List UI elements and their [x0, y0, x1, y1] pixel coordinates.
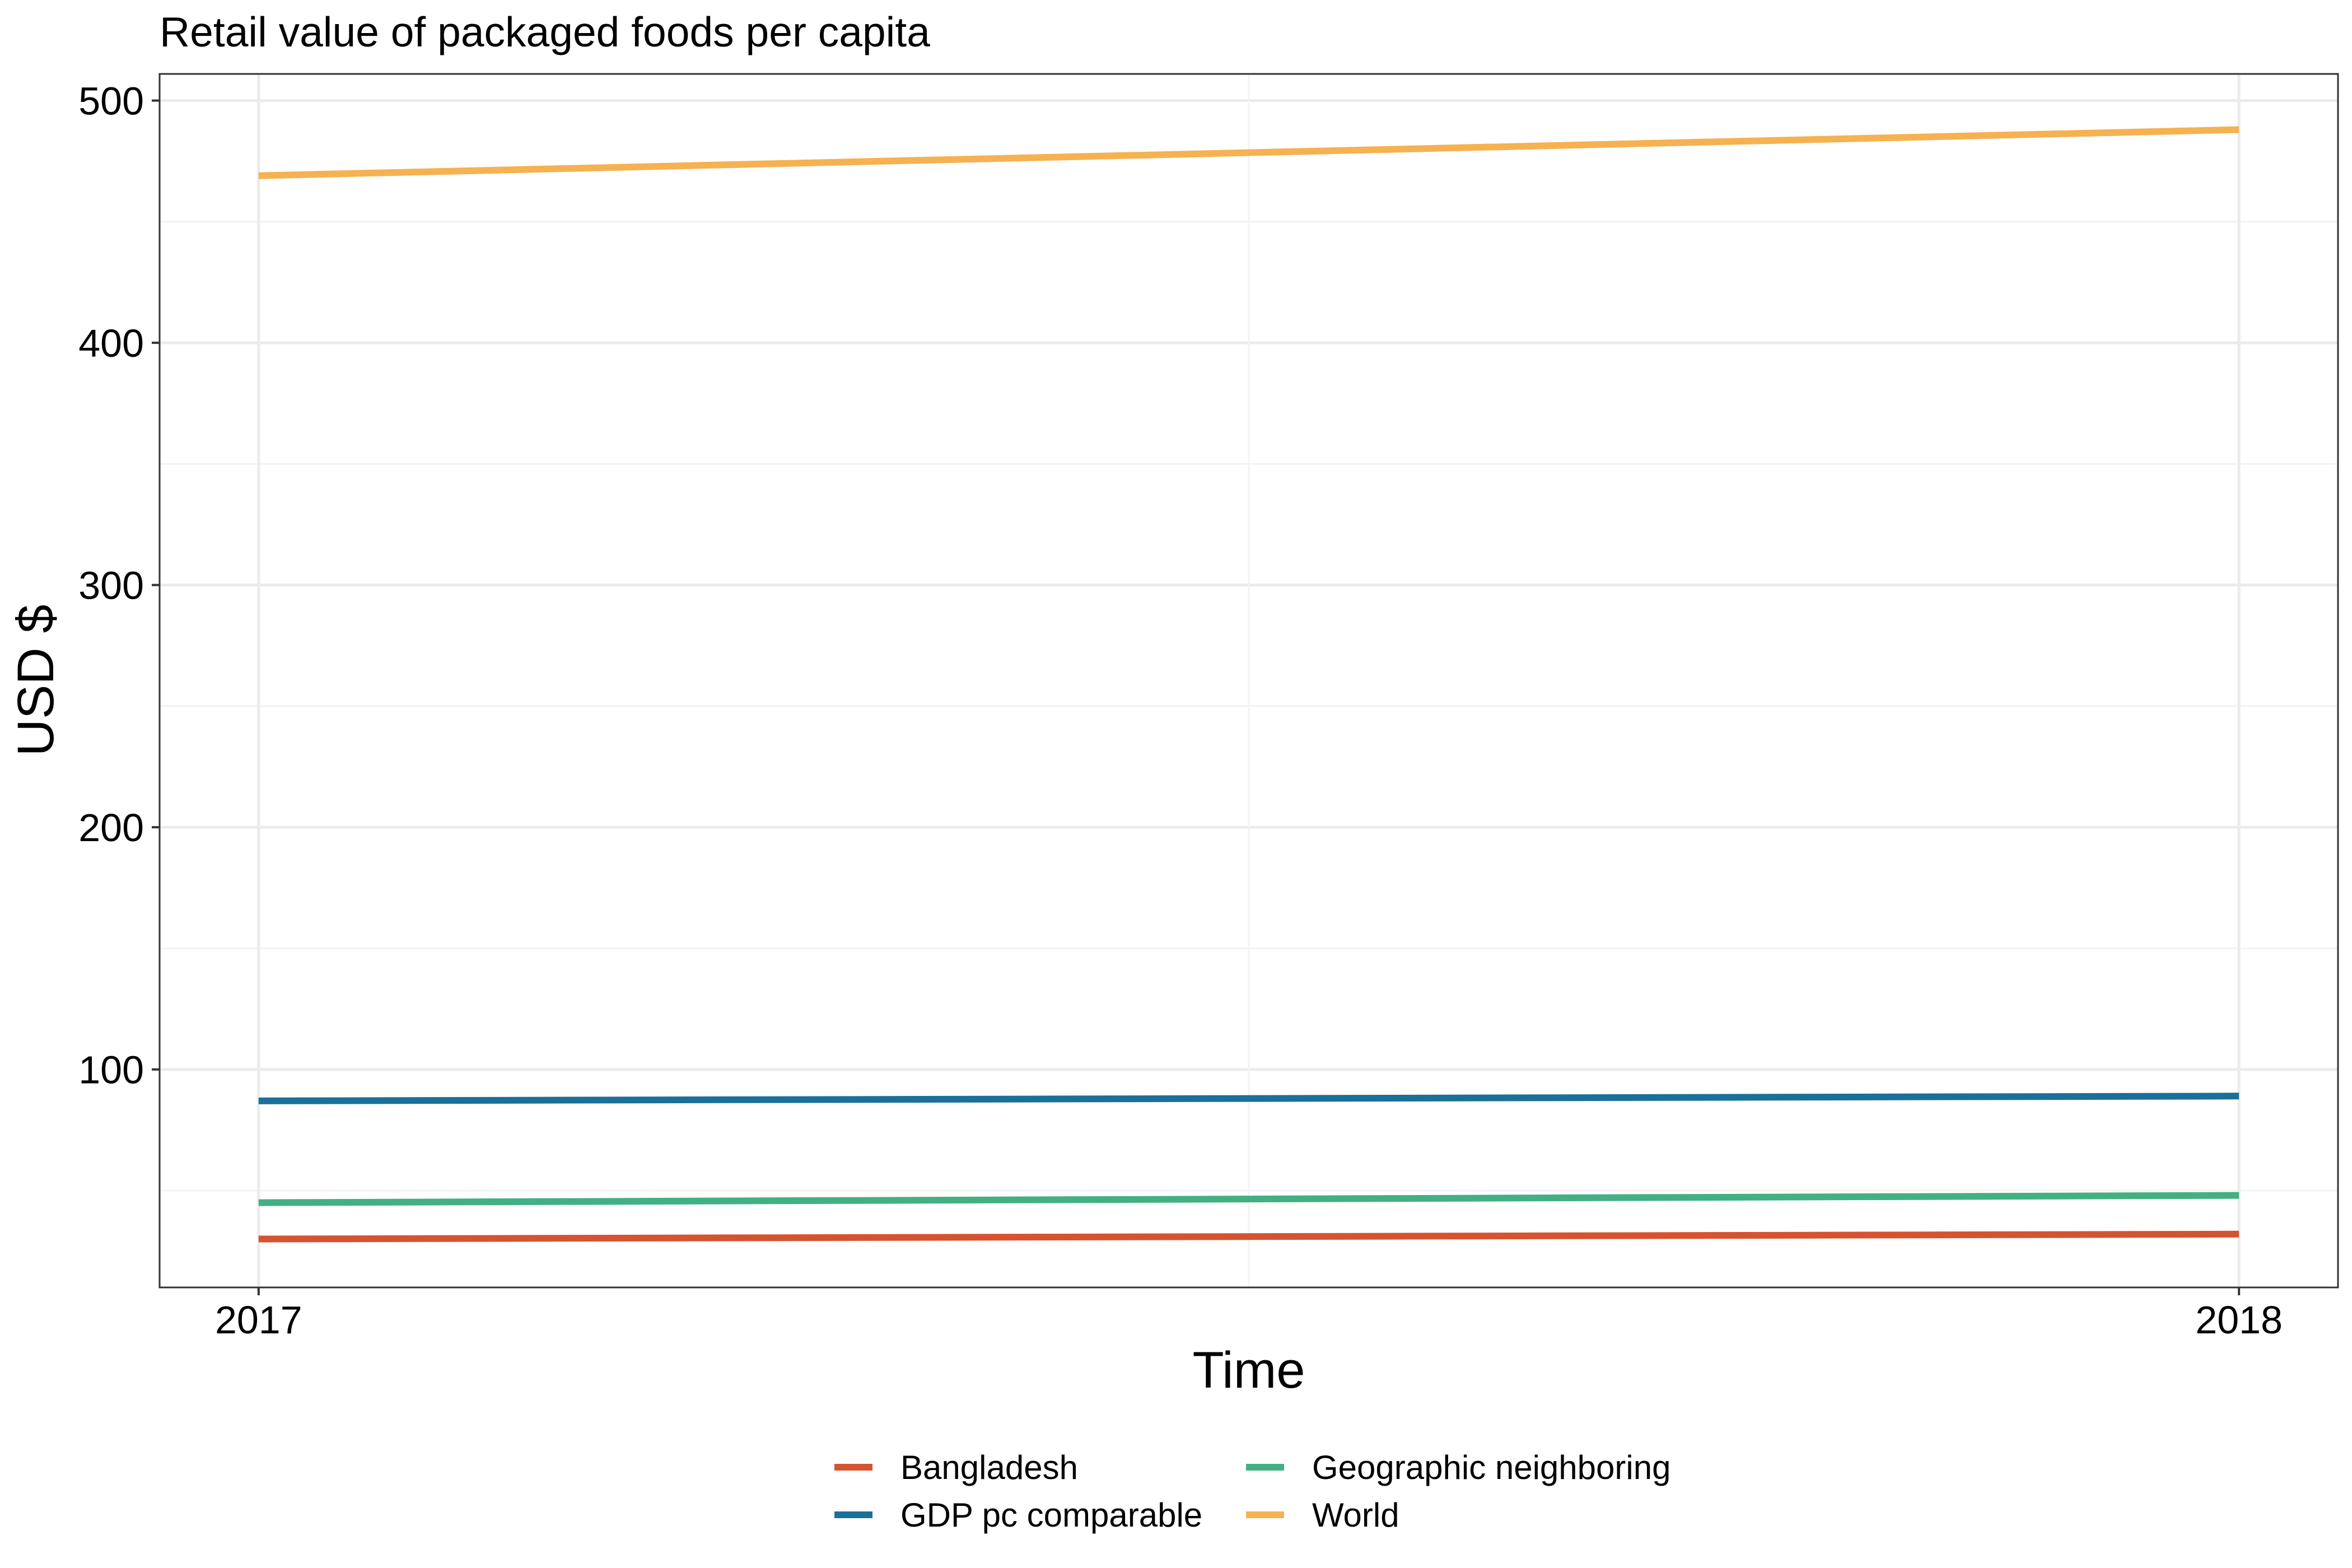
series-line-geographic-neighboring: [258, 1192, 2239, 1206]
gridlines: [160, 74, 2338, 1287]
series-line-bangladesh: [258, 1230, 2239, 1243]
series-lines: [258, 126, 2239, 1243]
y-tick-label: 500: [78, 80, 144, 123]
y-tick-label: 400: [78, 321, 144, 365]
y-axis-title: USD $: [7, 605, 64, 757]
legend-label-world: World: [1312, 1496, 1399, 1534]
x-axis: 2017 2018: [215, 1287, 2283, 1342]
legend: Bangladesh GDP pc comparable Geographic ne…: [834, 1449, 1670, 1534]
y-tick-label: 200: [78, 806, 144, 850]
legend-label-geographic-neighboring: Geographic neighboring: [1312, 1449, 1670, 1486]
chart-title: Retail value of packaged foods per capit…: [160, 8, 930, 55]
x-tick-label: 2018: [2195, 1298, 2283, 1342]
x-axis-title: Time: [1192, 1342, 1305, 1399]
y-tick-label: 300: [78, 564, 144, 608]
legend-label-gdp-pc-comparable: GDP pc comparable: [900, 1496, 1202, 1534]
plot-border: [158, 73, 2339, 1289]
y-axis: 100 200 300 400 500: [78, 80, 160, 1092]
y-tick-label: 100: [78, 1048, 144, 1092]
legend-label-bangladesh: Bangladesh: [900, 1449, 1078, 1486]
series-line-world: [258, 126, 2239, 179]
x-tick-label: 2017: [215, 1298, 302, 1342]
series-line-gdp-pc-comparable: [258, 1093, 2239, 1104]
